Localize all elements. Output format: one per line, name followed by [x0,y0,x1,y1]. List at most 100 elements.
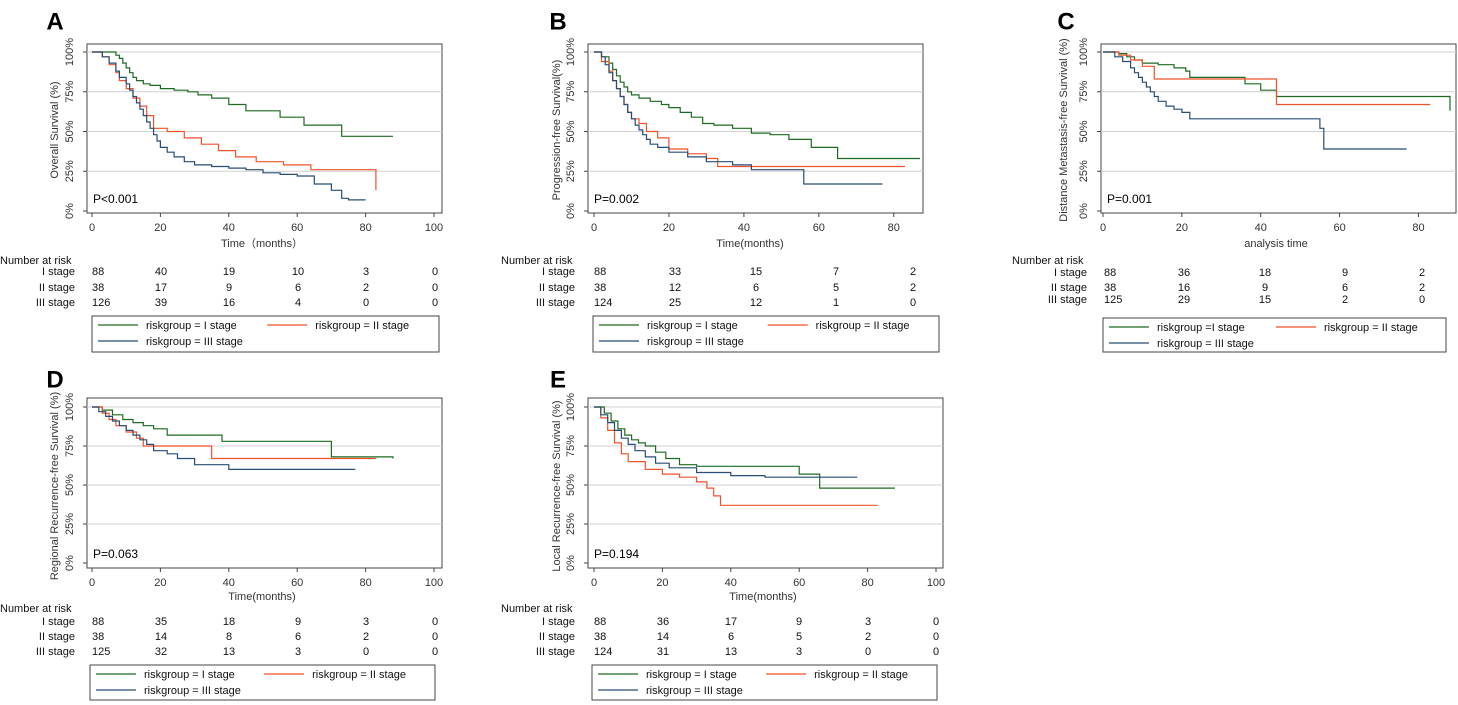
legend: riskgroup = I stage riskgroup = II stage r… [591,664,938,701]
risk-count: 35 [155,616,167,628]
risk-count: 9 [1342,267,1348,279]
risk-count: 3 [295,646,301,658]
legend-label: riskgroup = I stage [146,320,237,332]
risk-count: 25 [669,297,681,309]
risk-count: 18 [1259,267,1271,279]
risk-count: 3 [796,646,802,658]
y-tick-label: 50% [64,474,76,496]
risk-count: 5 [796,631,802,643]
x-tick-label: 0 [89,577,95,589]
risk-count: 38 [1104,282,1116,294]
x-tick-label: 40 [223,222,235,234]
risk-count: 32 [155,646,167,658]
y-tick-label: 0% [64,555,76,571]
risk-count: 6 [295,631,301,643]
risk-count: 16 [1178,282,1190,294]
risk-count: 3 [363,616,369,628]
km-curve-ii-stage [1103,51,1431,106]
risk-row-label: I stage [42,266,75,278]
km-curve-i-stage [92,51,393,137]
risk-count: 0 [1419,294,1425,306]
risk-count: 0 [432,297,438,309]
risk-count: 2 [1342,294,1348,306]
legend-label: riskgroup = II stage [312,669,406,681]
risk-count: 3 [865,616,871,628]
x-tick-label: 80 [861,577,873,589]
x-tick-label: 100 [425,577,443,589]
x-axis-label: Time（months） [221,237,303,250]
legend-label: riskgroup =I stage [1157,322,1245,334]
y-tick-label: 75% [565,435,577,457]
p-value: P=0.063 [93,547,138,561]
risk-count: 17 [155,282,167,294]
x-tick-label: 60 [291,577,303,589]
p-value: P=0.002 [594,192,639,206]
legend-box [89,664,436,701]
risk-count: 6 [728,631,734,643]
risk-count: 9 [796,616,802,628]
legend-label: riskgroup = I stage [647,320,738,332]
risk-count: 0 [865,646,871,658]
plot-frame [587,43,924,214]
risk-count: 38 [594,282,606,294]
risk-count: 88 [594,616,606,628]
risk-row-label: II stage [39,282,75,294]
risk-count: 0 [363,297,369,309]
legend-label: riskgroup = II stage [814,669,908,681]
legend-label: riskgroup = I stage [646,669,737,681]
plot-frame [587,397,944,569]
legend: riskgroup = I stage riskgroup = II stage r… [91,315,440,353]
risk-count: 33 [669,266,681,278]
panel-B: B0%25%50%75%100%0 20 40 60 80Progression-fre… [501,8,940,353]
x-tick-label: 80 [359,222,371,234]
risk-count: 17 [725,616,737,628]
risk-row-label: II stage [539,631,575,643]
plot-frame [1100,43,1457,214]
risk-count: 38 [594,631,606,643]
panel-letter: E [550,366,566,393]
y-axis-label: Distance Metastasis-free Survival (%) [1058,38,1070,221]
risk-row-label: III stage [1048,294,1087,306]
risk-count: 2 [910,282,916,294]
km-curve-iii-stage [92,51,366,201]
risk-count: 9 [1262,282,1268,294]
x-tick-label: 100 [425,222,443,234]
x-tick-label: 40 [738,222,750,234]
x-tick-label: 40 [725,577,737,589]
legend-label: riskgroup = III stage [646,685,743,697]
x-axis-label: Time(months) [228,591,295,603]
risk-count: 8 [226,631,232,643]
risk-count: 2 [865,631,871,643]
km-curve-i-stage [1103,51,1451,111]
x-tick-label: 20 [1176,222,1188,234]
legend-label: riskgroup = III stage [647,336,744,348]
risk-row-label: III stage [536,297,575,309]
risk-count: 88 [1104,267,1116,279]
legend: riskgroup =I stage riskgroup = II stage ri… [1102,317,1447,353]
y-tick-label: 0% [64,203,76,219]
x-tick-label: 0 [591,222,597,234]
risk-count: 40 [155,266,167,278]
x-tick-label: 20 [154,577,166,589]
risk-count: 2 [363,282,369,294]
y-tick-label: 25% [64,513,76,535]
risk-row-label: I stage [542,616,575,628]
risk-count: 7 [833,266,839,278]
y-tick-label: 100% [565,38,577,66]
risk-count: 0 [363,646,369,658]
risk-count: 4 [295,297,301,309]
y-tick-label: 0% [565,555,577,571]
y-tick-label: 100% [64,38,76,66]
risk-count: 125 [1104,294,1122,306]
risk-count: 2 [1419,267,1425,279]
panel-letter: B [549,8,566,35]
risk-count: 14 [155,631,167,643]
y-tick-label: 25% [565,513,577,535]
risk-count: 39 [155,297,167,309]
legend-label: riskgroup = II stage [1324,322,1418,334]
km-curve-iii-stage [594,406,858,478]
risk-count: 6 [753,282,759,294]
